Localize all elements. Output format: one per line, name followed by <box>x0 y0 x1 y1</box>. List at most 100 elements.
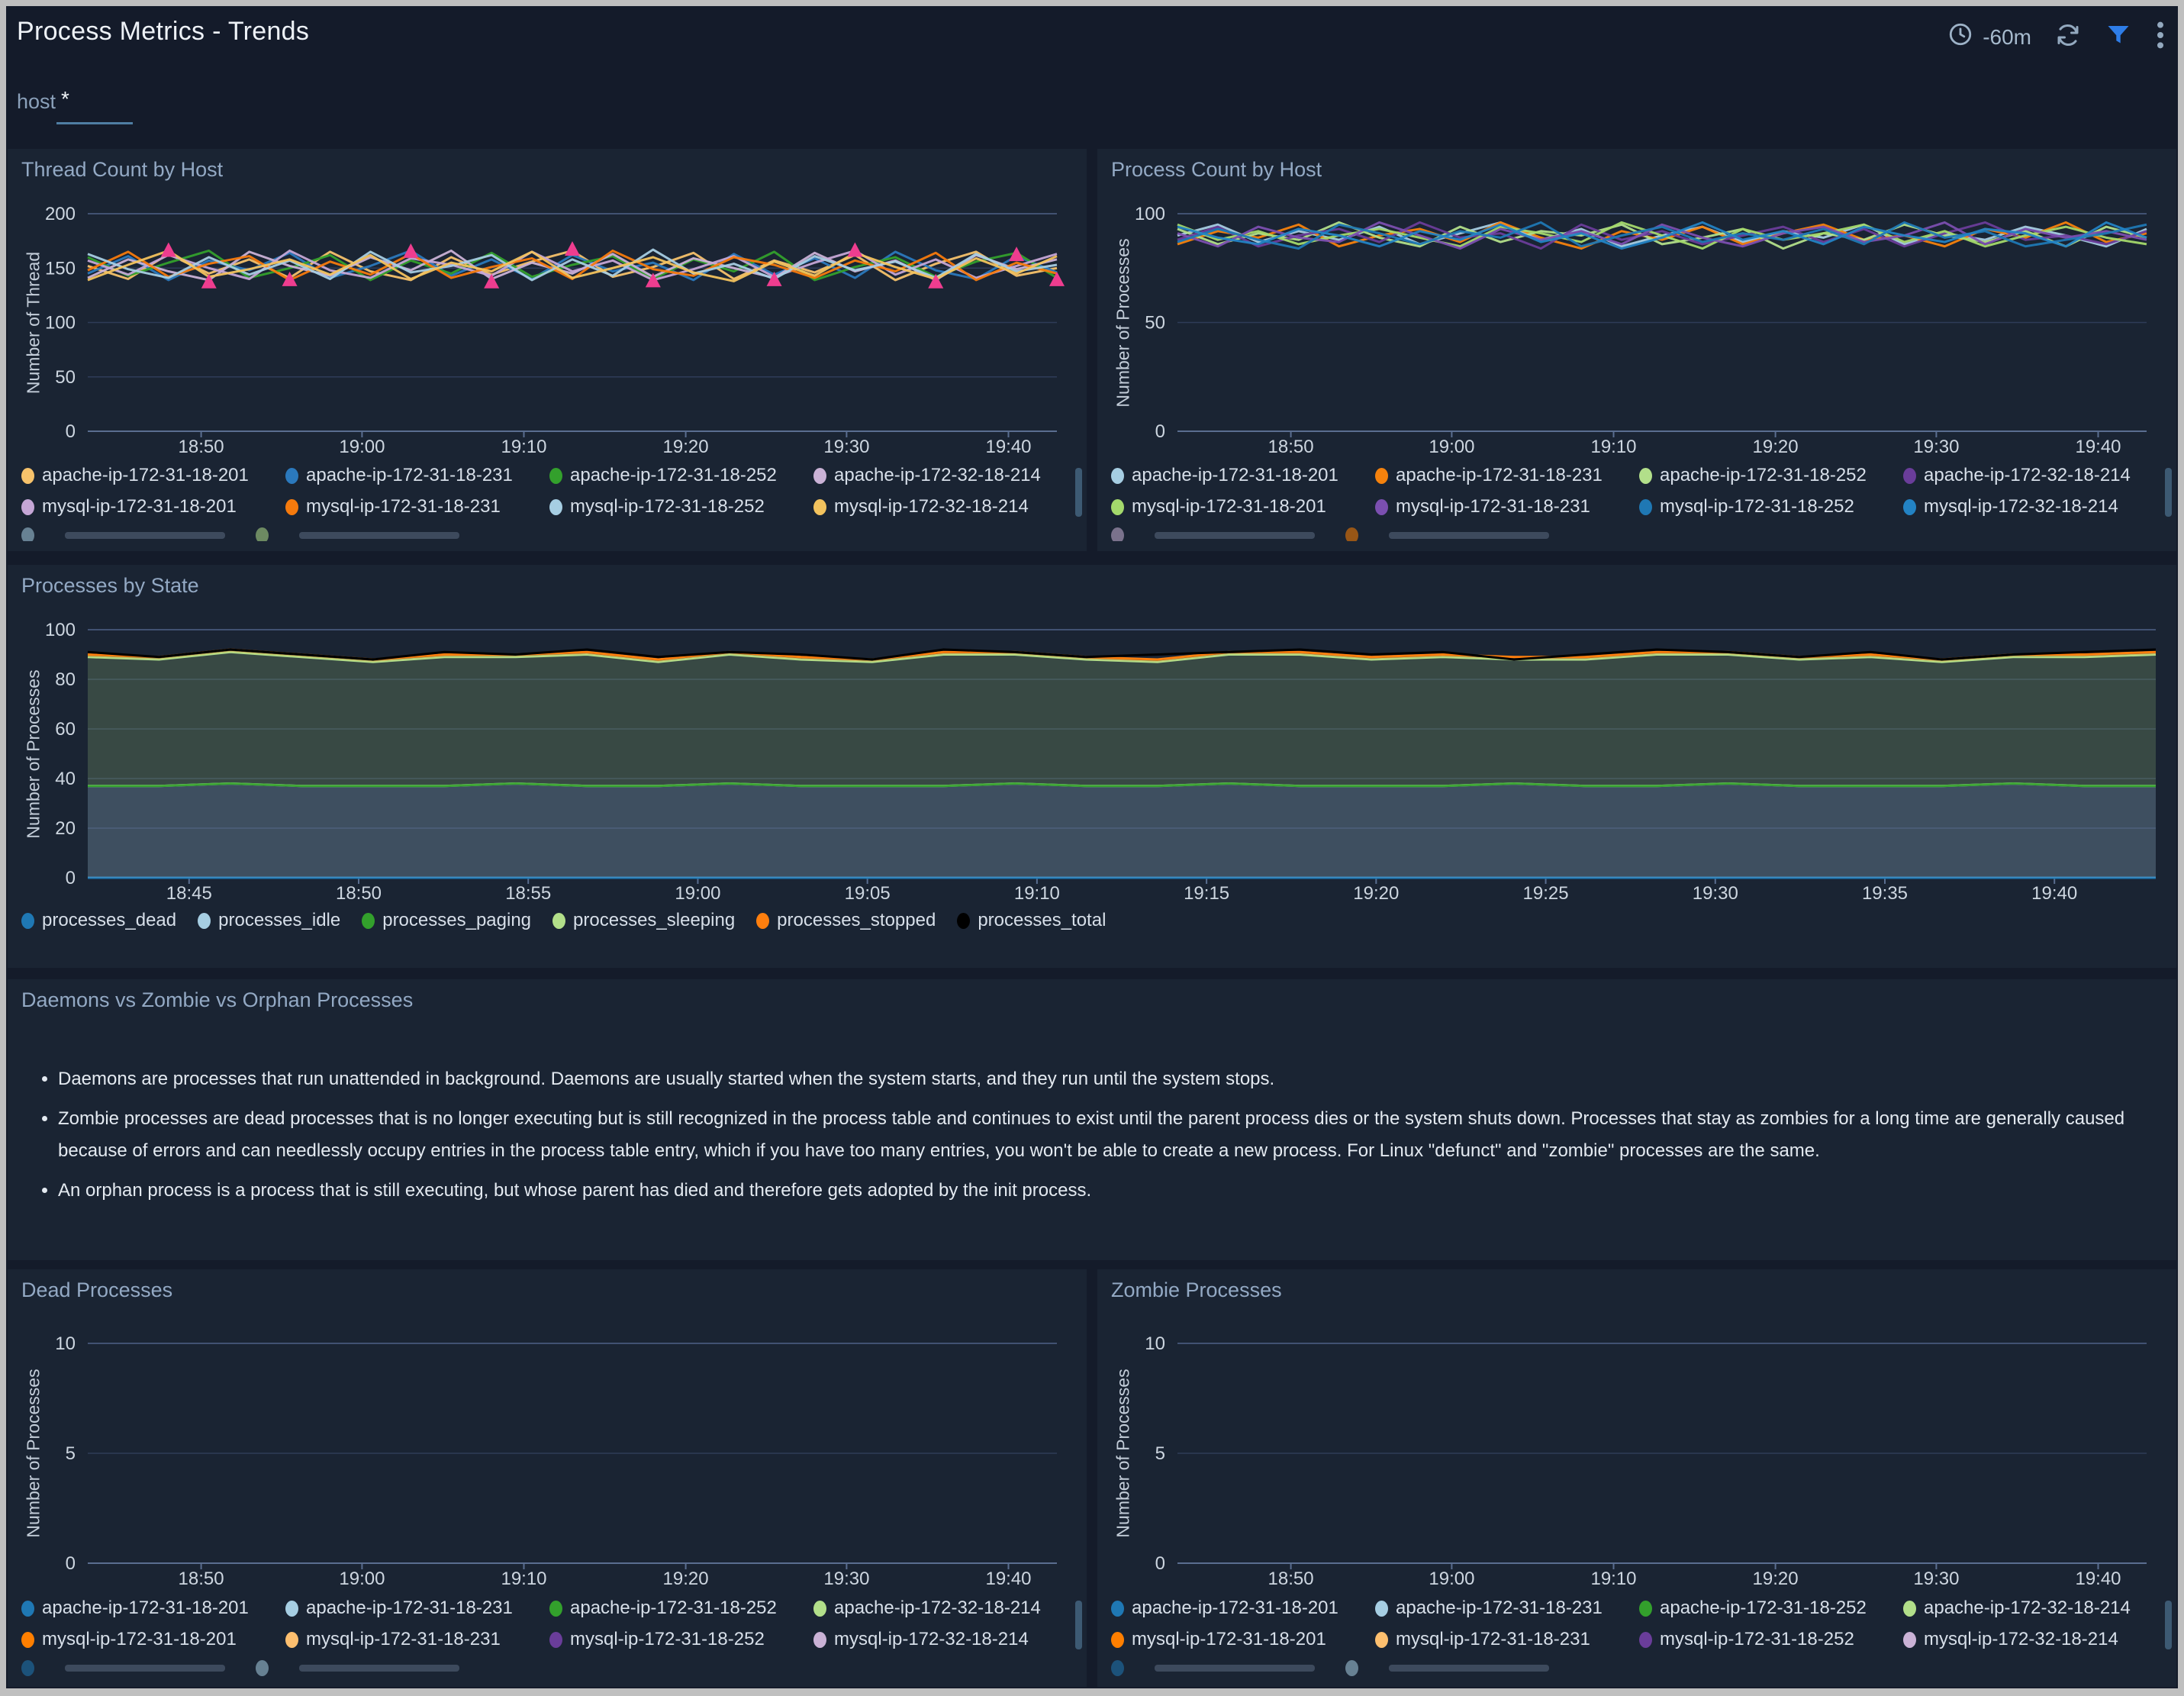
svg-text:19:30: 19:30 <box>823 1569 869 1589</box>
process-count-chart[interactable]: 0 50 100 18:50 19:00 19:10 19:20 19:30 19:40 <box>1097 149 2176 462</box>
legend-item[interactable]: apache-ip-172-31-18-201 <box>21 465 264 486</box>
legend-swatch <box>1903 467 1916 484</box>
legend-item[interactable]: apache-ip-172-31-18-231 <box>285 1598 528 1619</box>
svg-text:19:40: 19:40 <box>985 1569 1031 1589</box>
refresh-icon[interactable] <box>2054 21 2082 53</box>
legend-item[interactable]: mysql-ip-172-32-18-214 <box>813 1629 1056 1650</box>
legend-item[interactable]: apache-ip-172-32-18-214 <box>813 465 1056 486</box>
dashboard-header: Process Metrics - Trends -60m <box>6 6 2178 76</box>
svg-text:50: 50 <box>1145 313 1165 334</box>
truncated-legend-text <box>65 1665 225 1672</box>
chart-legend: apache-ip-172-31-18-201 apache-ip-172-31-… <box>21 465 1067 541</box>
processes-by-state-chart[interactable]: 0 20 40 60 80 100 18:45 18:50 18:55 19:00 19:05 19:… <box>8 565 2176 905</box>
legend-item[interactable]: apache-ip-172-31-18-201 <box>1111 1598 1354 1619</box>
legend-item[interactable]: apache-ip-172-31-18-231 <box>1375 465 1618 486</box>
legend-item[interactable]: apache-ip-172-32-18-214 <box>1903 465 2146 486</box>
legend-item[interactable]: mysql-ip-172-31-18-231 <box>285 1629 528 1650</box>
legend-scrollbar[interactable] <box>1075 468 1082 517</box>
legend-label: apache-ip-172-31-18-231 <box>1396 1598 1603 1618</box>
legend-item[interactable]: mysql-ip-172-31-18-231 <box>1375 496 1618 518</box>
legend-item[interactable]: mysql-ip-172-31-18-231 <box>285 496 528 518</box>
legend-scrollbar[interactable] <box>2165 468 2172 517</box>
legend-item[interactable]: apache-ip-172-31-18-252 <box>549 1598 792 1619</box>
legend-item[interactable]: apache-ip-172-31-18-252 <box>549 465 792 486</box>
legend-swatch <box>1639 498 1652 515</box>
legend-item[interactable]: processes_total <box>957 910 1106 931</box>
time-range-control[interactable]: -60m <box>1947 21 2031 53</box>
legend-item[interactable]: apache-ip-172-31-18-252 <box>1639 1598 1882 1619</box>
clock-icon <box>1947 21 1973 53</box>
legend-item[interactable]: mysql-ip-172-31-18-252 <box>549 1629 792 1650</box>
legend-item[interactable]: mysql-ip-172-31-18-201 <box>21 496 264 518</box>
legend-item[interactable]: apache-ip-172-31-18-231 <box>1375 1598 1618 1619</box>
legend-item[interactable]: processes_dead <box>21 910 176 931</box>
svg-text:19:20: 19:20 <box>1353 883 1399 904</box>
legend-item[interactable]: apache-ip-172-31-18-231 <box>285 465 528 486</box>
svg-text:80: 80 <box>55 669 76 690</box>
legend-item[interactable]: apache-ip-172-32-18-214 <box>813 1598 1056 1619</box>
legend-item[interactable]: mysql-ip-172-31-18-201 <box>1111 496 1354 518</box>
legend-swatch <box>21 1631 34 1648</box>
legend-item[interactable]: apache-ip-172-31-18-201 <box>1111 465 1354 486</box>
legend-swatch <box>1375 1631 1388 1648</box>
legend-label: mysql-ip-172-32-18-214 <box>1924 1629 2118 1649</box>
legend-item[interactable]: mysql-ip-172-31-18-201 <box>21 1629 264 1650</box>
legend-item[interactable]: apache-ip-172-31-18-201 <box>21 1598 264 1619</box>
legend-swatch <box>1375 467 1388 484</box>
legend-item[interactable]: mysql-ip-172-31-18-231 <box>1375 1629 1618 1650</box>
legend-scrollbar[interactable] <box>1075 1601 1082 1649</box>
svg-text:20: 20 <box>55 818 76 839</box>
legend-label: apache-ip-172-31-18-201 <box>42 1598 249 1618</box>
legend-swatch <box>21 527 34 541</box>
legend-item[interactable]: mysql-ip-172-32-18-214 <box>1903 496 2146 518</box>
y-axis-label: Number of Processes <box>1113 238 1133 408</box>
legend-label: mysql-ip-172-31-18-201 <box>42 1629 237 1649</box>
dead-processes-chart[interactable]: 0 5 10 18:50 19:00 19:10 19:20 19:30 19:40 <box>8 1269 1087 1594</box>
host-filter-input[interactable]: * <box>56 87 133 124</box>
zombie-processes-chart[interactable]: 0 5 10 18:50 19:00 19:10 19:20 19:30 19:40 <box>1097 1269 2176 1594</box>
svg-text:19:40: 19:40 <box>2075 437 2121 457</box>
svg-text:60: 60 <box>55 719 76 740</box>
svg-text:100: 100 <box>1135 204 1165 224</box>
legend-item[interactable]: apache-ip-172-31-18-252 <box>1639 465 1882 486</box>
legend-item[interactable]: mysql-ip-172-31-18-252 <box>1639 496 1882 518</box>
y-axis-label: Number of Processes <box>1113 1369 1133 1538</box>
svg-text:19:00: 19:00 <box>1429 1569 1474 1589</box>
svg-text:0: 0 <box>66 421 76 442</box>
legend-item[interactable]: apache-ip-172-32-18-214 <box>1903 1598 2146 1619</box>
legend-label: mysql-ip-172-31-18-252 <box>570 496 765 517</box>
legend-item[interactable]: processes_stopped <box>756 910 936 931</box>
y-axis-label: Number of Processes <box>23 1369 43 1538</box>
legend-item[interactable]: mysql-ip-172-32-18-214 <box>813 496 1056 518</box>
legend-label: mysql-ip-172-31-18-252 <box>1660 496 1854 517</box>
svg-text:18:50: 18:50 <box>1268 437 1314 457</box>
legend-item[interactable]: processes_paging <box>362 910 531 931</box>
kebab-menu-icon[interactable] <box>2155 20 2166 54</box>
svg-text:19:20: 19:20 <box>663 1569 709 1589</box>
legend-scrollbar[interactable] <box>2165 1601 2172 1649</box>
legend-item[interactable]: mysql-ip-172-31-18-252 <box>549 496 792 518</box>
legend-swatch <box>362 912 375 929</box>
legend-item[interactable]: mysql-ip-172-31-18-252 <box>1639 1629 1882 1650</box>
svg-text:0: 0 <box>66 1553 76 1574</box>
header-actions: -60m <box>1947 20 2166 54</box>
legend-swatch <box>813 498 826 515</box>
legend-item[interactable]: mysql-ip-172-32-18-214 <box>1903 1629 2146 1650</box>
legend-swatch <box>549 1600 562 1617</box>
legend-label: processes_sleeping <box>573 910 736 930</box>
chart-legend: apache-ip-172-31-18-201 apache-ip-172-31-… <box>1111 465 2157 541</box>
legend-item[interactable]: mysql-ip-172-31-18-201 <box>1111 1629 1354 1650</box>
filter-icon[interactable] <box>2105 21 2132 53</box>
svg-text:19:00: 19:00 <box>675 883 720 904</box>
legend-swatch <box>285 467 298 484</box>
legend-item[interactable]: processes_sleeping <box>552 910 735 931</box>
legend-overflow-row <box>1111 527 2157 541</box>
legend-swatch <box>256 1660 269 1676</box>
svg-text:19:00: 19:00 <box>339 437 385 457</box>
svg-text:19:35: 19:35 <box>1862 883 1908 904</box>
legend-swatch <box>1345 527 1358 541</box>
legend-item[interactable]: processes_idle <box>198 910 340 931</box>
legend-label: mysql-ip-172-32-18-214 <box>834 1629 1029 1649</box>
svg-text:18:55: 18:55 <box>505 883 551 904</box>
thread-count-chart[interactable]: 0 50 100 150 200 18:50 19:00 19:10 19:20 19:30 19:… <box>8 149 1087 462</box>
